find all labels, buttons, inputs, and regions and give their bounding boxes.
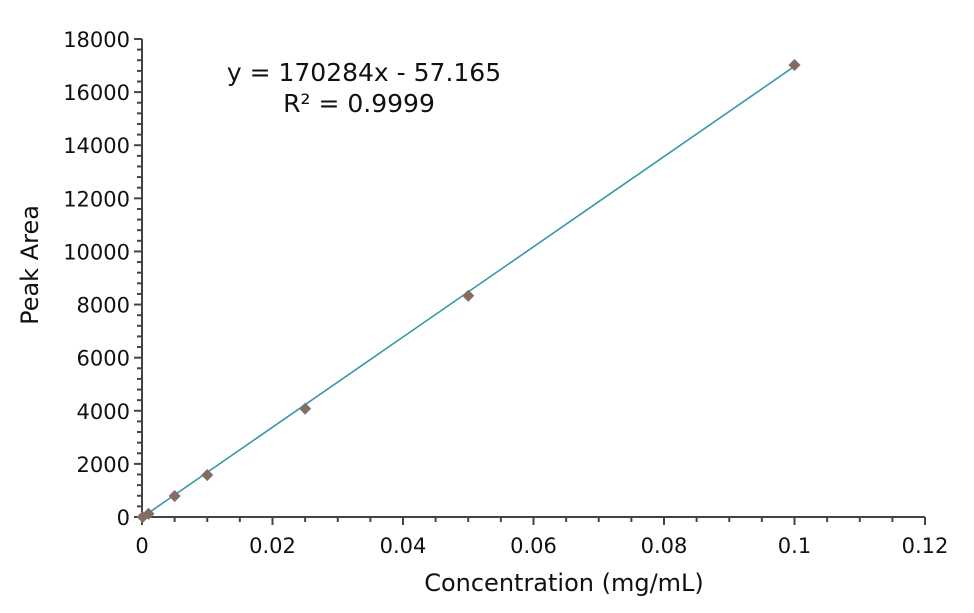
y-tick-label: 0 [117, 506, 130, 530]
y-tick-label: 4000 [77, 400, 130, 424]
data-point-marker [788, 58, 801, 72]
data-point-marker [462, 289, 475, 302]
y-axis-title: Peak Area [16, 205, 44, 325]
y-tick-label: 14000 [63, 134, 130, 158]
data-point-marker [201, 468, 214, 482]
x-tick-label: 0.1 [778, 534, 811, 558]
x-tick-label: 0.02 [249, 534, 296, 558]
data-point-marker [142, 507, 155, 520]
x-tick-label: 0.12 [902, 534, 949, 558]
y-tick-label: 10000 [63, 240, 130, 264]
x-tick-label: 0.08 [641, 534, 688, 558]
y-tick-label: 8000 [77, 294, 130, 318]
x-axis: 0 0.02 0.04 0.06 0.08 0.1 0.12 [135, 516, 949, 558]
y-tick-label: 12000 [63, 187, 130, 211]
y-tick-label: 18000 [63, 28, 130, 52]
y-axis: 0 2000 4000 6000 8000 10000 12000 14000 16000 180… [63, 28, 143, 530]
data-point-marker [168, 489, 181, 503]
y-tick-label: 2000 [77, 453, 130, 477]
x-tick-label: 0.06 [510, 534, 557, 558]
trendline-equation: y = 170284x - 57.165 [227, 58, 501, 87]
r-squared-label: R² = 0.9999 [283, 89, 435, 118]
data-points [136, 58, 801, 524]
x-tick-label: 0 [135, 534, 148, 558]
x-tick-label: 0.04 [380, 534, 427, 558]
data-point-marker [299, 402, 312, 415]
x-axis-title: Concentration (mg/mL) [424, 569, 704, 597]
y-tick-label: 6000 [77, 347, 130, 371]
y-tick-label: 16000 [63, 81, 130, 105]
